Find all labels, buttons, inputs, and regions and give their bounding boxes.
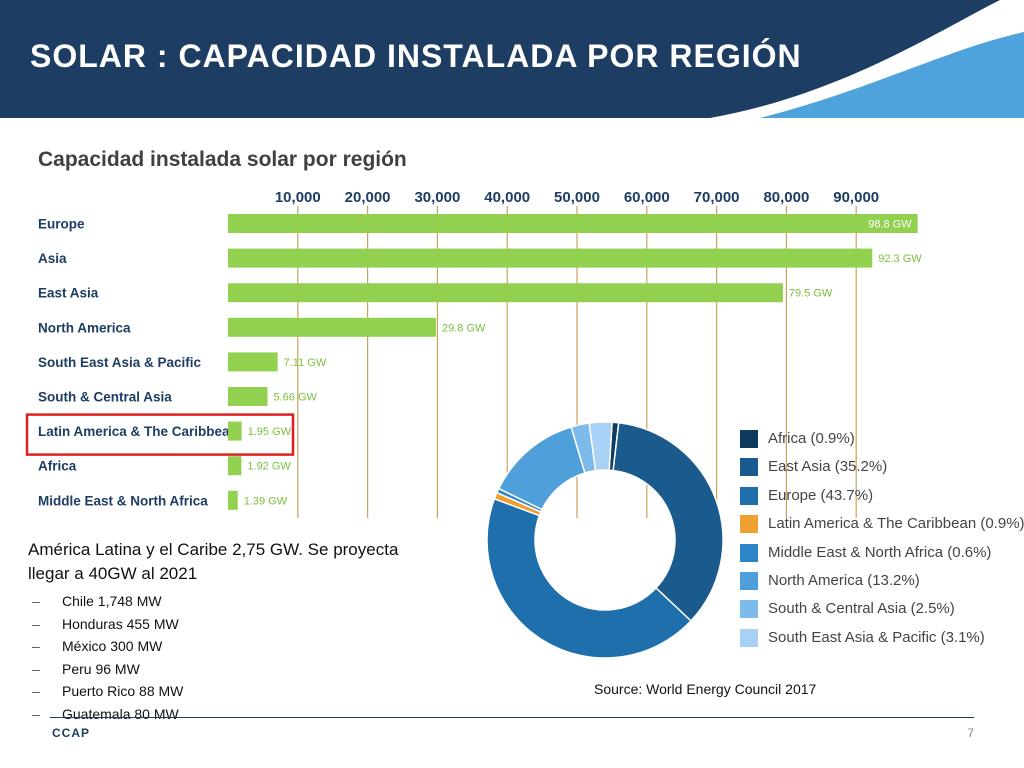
category-label: South East Asia & Pacific	[38, 355, 202, 370]
bar	[228, 283, 783, 303]
bar	[228, 248, 873, 268]
legend-swatch	[740, 458, 758, 477]
bar-data-label: 5.66 GW	[274, 392, 318, 404]
latam-note-heading: América Latina y el Caribe 2,75 GW. Se p…	[28, 540, 399, 583]
category-label: South & Central Asia	[38, 390, 172, 405]
highlight-box	[25, 413, 295, 456]
x-tick-label: 90,000	[833, 189, 879, 206]
legend-label: Middle East & North Africa (0.6%)	[768, 543, 992, 561]
category-label: Europe	[38, 217, 85, 232]
category-label: Latin America & The Caribbean	[38, 424, 238, 439]
bar	[228, 490, 238, 510]
latam-note: América Latina y el Caribe 2,75 GW. Se p…	[28, 538, 408, 725]
country-list-item: – México 300 MW	[32, 635, 408, 658]
legend-swatch	[740, 571, 758, 590]
country-list-text: Chile 1,748 MW	[62, 593, 162, 609]
country-list-text: Peru 96 MW	[62, 660, 140, 677]
list-dash: –	[32, 593, 40, 609]
legend-label: North America (13.2%)	[768, 571, 920, 589]
bar-data-label: 92.3 GW	[878, 253, 922, 265]
bar-data-label: 1.95 GW	[248, 426, 292, 438]
source-note: Source: World Energy Council 2017	[594, 681, 817, 697]
country-list-text: Guatemala 80 MW	[62, 705, 179, 722]
donut-slice	[486, 497, 692, 659]
legend-swatch	[740, 515, 758, 534]
donut-chart	[486, 421, 724, 659]
x-tick-label: 40,000	[484, 189, 530, 206]
footer-brand: CCAP	[52, 726, 91, 740]
legend-label: Europe (43.7%)	[768, 486, 874, 504]
legend-label: South East Asia & Pacific (3.1%)	[768, 628, 985, 646]
legend-swatch	[740, 486, 758, 505]
page-number: 7	[967, 726, 974, 740]
list-dash: –	[32, 683, 40, 699]
legend-swatch	[740, 543, 758, 562]
bar	[228, 456, 242, 476]
country-list-item: – Guatemala 80 MW	[32, 703, 408, 726]
x-tick-label: 50,000	[554, 189, 600, 206]
category-label: Middle East & North Africa	[38, 493, 208, 508]
x-tick-label: 30,000	[414, 189, 460, 206]
category-label: Asia	[38, 251, 67, 266]
donut-slice	[612, 421, 724, 622]
bar	[228, 317, 437, 337]
legend-swatch	[740, 628, 758, 647]
bar-data-label: 98.8 GW	[868, 219, 912, 231]
country-list-item: – Puerto Rico 88 MW	[32, 680, 408, 703]
category-label: North America	[38, 320, 131, 335]
bar-chart: 10,000 20,000 30,000 40,000 50,000 60,000 70,0…	[25, 189, 922, 518]
legend-label: East Asia (35.2%)	[768, 458, 888, 476]
list-dash: –	[32, 615, 40, 632]
country-list: – Chile 1,748 MW – Honduras 455 MW – México 3…	[28, 590, 408, 725]
list-dash: –	[32, 638, 40, 654]
legend-label: Africa (0.9%)	[768, 430, 855, 447]
bar	[228, 214, 918, 233]
bar-data-label: 7.11 GW	[284, 357, 327, 369]
list-dash: –	[32, 660, 40, 677]
list-dash: –	[32, 705, 40, 722]
bar-data-label: 1.39 GW	[244, 495, 288, 507]
x-tick-label: 60,000	[624, 189, 670, 206]
bar-data-label: 1.92 GW	[247, 461, 291, 473]
country-list-item: – Chile 1,748 MW	[32, 590, 408, 613]
country-list-item: – Honduras 455 MW	[32, 613, 408, 636]
x-tick-label: 70,000	[694, 189, 740, 206]
header-banner	[0, 0, 1024, 118]
bar	[228, 387, 268, 406]
legend-label: Latin America & The Caribbean (0.9%)	[768, 515, 1024, 533]
country-list-item: – Peru 96 MW	[32, 658, 408, 681]
bar-data-label: 29.8 GW	[442, 322, 486, 334]
country-list-text: Puerto Rico 88 MW	[62, 683, 184, 699]
header-accent-wave	[720, 0, 1024, 118]
bar-data-label: 79.5 GW	[789, 288, 833, 300]
x-tick-label: 80,000	[763, 189, 809, 206]
legend-swatch	[740, 430, 758, 448]
bar	[228, 352, 278, 372]
bar	[228, 421, 242, 441]
category-label: Africa	[38, 459, 77, 474]
bar-chart-title: Capacidad instalada solar por región	[38, 148, 407, 171]
legend-label: South & Central Asia (2.5%)	[768, 600, 955, 618]
legend-swatch	[740, 600, 758, 619]
country-list-text: Honduras 455 MW	[62, 615, 179, 632]
category-label: East Asia	[38, 286, 99, 301]
slide-title: SOLAR : CAPACIDAD INSTALADA POR REGIÓN	[30, 38, 802, 74]
x-tick-label: 10,000	[275, 189, 321, 206]
x-tick-label: 20,000	[345, 189, 391, 206]
footer-divider	[50, 717, 974, 718]
header-white-swoosh	[710, 0, 1024, 118]
country-list-text: México 300 MW	[62, 638, 163, 654]
donut-slice	[588, 421, 613, 472]
